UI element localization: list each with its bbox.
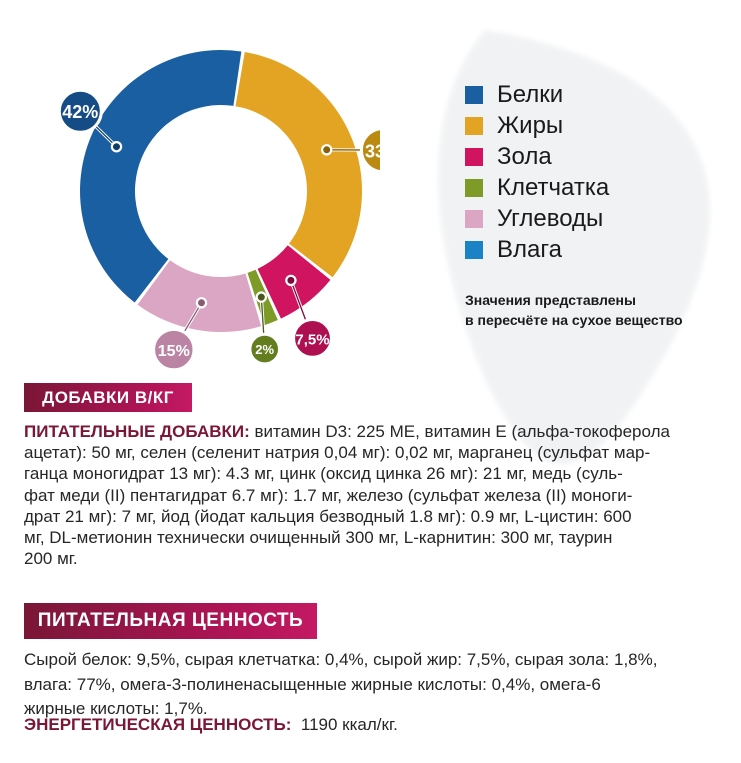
svg-text:2%: 2%	[255, 342, 274, 357]
svg-text:42%: 42%	[62, 102, 98, 122]
svg-text:7,5%: 7,5%	[295, 332, 329, 349]
svg-text:15%: 15%	[158, 343, 190, 360]
svg-text:33%: 33%	[365, 142, 380, 162]
